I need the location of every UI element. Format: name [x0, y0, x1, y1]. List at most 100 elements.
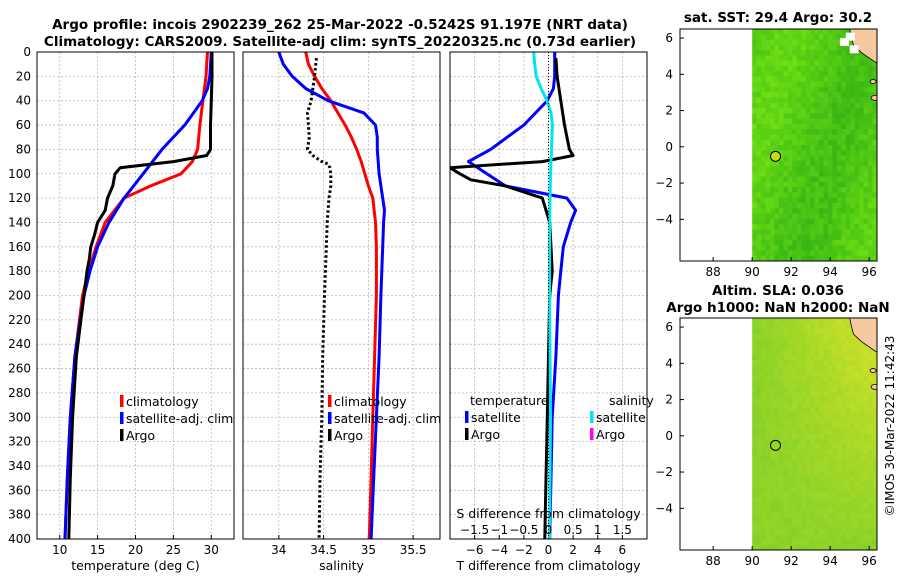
map-cell [778, 92, 784, 99]
map-cell [783, 481, 789, 488]
map-cell [863, 460, 869, 467]
map-cell [832, 55, 838, 62]
map-cell [819, 513, 825, 519]
map-cell [765, 55, 771, 62]
map-cell [778, 486, 784, 493]
map-cell [778, 497, 784, 504]
island [870, 383, 877, 390]
map-cell [792, 339, 798, 345]
map-cell [778, 513, 784, 519]
map-cell [819, 497, 825, 504]
map-cell [761, 523, 767, 530]
map-cell [836, 245, 842, 252]
map-cell [841, 318, 847, 324]
map-cell [841, 465, 847, 472]
map-cell [868, 187, 874, 194]
map-cell [845, 213, 851, 220]
map-cell [832, 218, 838, 225]
map-cell [841, 460, 847, 467]
map-cell [814, 544, 820, 550]
map-cell [863, 160, 869, 167]
map-cell [845, 76, 851, 83]
map-cell [765, 502, 771, 509]
map-cell [756, 224, 762, 230]
map-cell [832, 192, 838, 199]
map-cell [752, 192, 758, 199]
map-cell [841, 203, 847, 209]
map-cell [805, 544, 811, 550]
map-cell [792, 513, 798, 519]
map-cell [761, 197, 767, 204]
map-cell [850, 76, 856, 83]
map-cell [859, 418, 865, 425]
map-cell [805, 402, 811, 409]
map-cell [863, 60, 869, 67]
map-cell [778, 160, 784, 167]
map-cell [756, 497, 762, 504]
map-cell [792, 102, 798, 109]
map-cell [828, 407, 834, 414]
map-cell [863, 492, 869, 498]
series-line-satellite-adj-clim [63, 52, 213, 539]
x-tick-label: 6 [619, 543, 627, 557]
map-cell [863, 71, 869, 78]
map-cell [796, 102, 802, 109]
map-cell [859, 386, 865, 393]
map-cell [810, 166, 816, 172]
map-cell [836, 123, 842, 130]
map-cell [854, 381, 860, 388]
map-cell [836, 402, 842, 409]
map-cell [863, 108, 869, 114]
map-cell [823, 29, 829, 35]
map-cell [774, 354, 780, 361]
map-cell [801, 208, 807, 215]
map-cell [859, 129, 865, 136]
map-cell [805, 428, 811, 435]
map-cell [796, 439, 802, 446]
map-cell [765, 113, 771, 120]
y-tick-label: 0 [665, 429, 673, 443]
map-cell [841, 239, 847, 246]
map-cell [841, 534, 847, 541]
map-cell [792, 166, 798, 172]
map-cell [783, 455, 789, 461]
map-cell [761, 34, 767, 41]
map-cell [845, 245, 851, 252]
map-cell [828, 176, 834, 183]
y-tick-label: −2 [655, 465, 673, 479]
map-cell [805, 224, 811, 230]
map-cell [868, 60, 874, 67]
map-cell [854, 460, 860, 467]
map-cell [765, 365, 771, 372]
map-cell [778, 108, 784, 114]
map-cell [859, 255, 865, 261]
map-cell [761, 150, 767, 157]
map-cell [752, 344, 758, 351]
map-cell [810, 486, 816, 493]
map-cell [756, 492, 762, 498]
map-cell [805, 123, 811, 130]
map-cell [778, 60, 784, 67]
map-cell [872, 470, 877, 477]
map-cell [832, 481, 838, 488]
map-cell [752, 486, 758, 493]
map-cell [832, 502, 838, 509]
map-cell [828, 507, 834, 514]
map-cell [765, 176, 771, 183]
map-cell [774, 255, 780, 261]
map-cell [832, 50, 838, 56]
map-cell [770, 145, 776, 151]
map-cell [854, 155, 860, 162]
map-cell [854, 213, 860, 220]
map-cell [828, 34, 834, 41]
map-cell [770, 118, 776, 125]
map-cell [854, 71, 860, 78]
map-cell [770, 255, 776, 261]
map-cell [752, 370, 758, 377]
map-cell [845, 534, 851, 541]
map-cell [819, 113, 825, 120]
map-cell [872, 218, 877, 225]
map-cell [783, 412, 789, 419]
map-cell [783, 118, 789, 125]
map-cell [819, 160, 825, 167]
